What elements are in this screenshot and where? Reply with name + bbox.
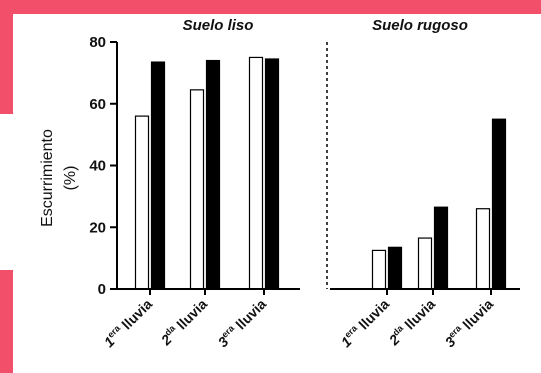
x-category-label: 3era lluvia <box>441 295 496 350</box>
bar-white <box>134 115 150 290</box>
x-category-label: 1era lluvia <box>100 295 155 350</box>
group-title: Suelo rugoso <box>372 17 468 34</box>
bar-black <box>150 61 166 290</box>
x-category-label: 3era lluvia <box>214 295 269 350</box>
bars <box>134 56 507 290</box>
x-category-label: 2da lluvia <box>384 295 438 349</box>
y-axis-label-unit: (%) <box>62 166 79 191</box>
x-category-label: 2da lluvia <box>156 295 210 349</box>
y-tick-label: 60 <box>89 96 106 113</box>
y-axis-label: Escurrimiento <box>39 129 56 227</box>
bar-white <box>417 237 433 290</box>
bar-white <box>475 208 491 290</box>
y-tick-label: 0 <box>98 281 106 298</box>
bar-white <box>189 89 205 290</box>
bar-white <box>371 249 387 290</box>
bar-black <box>264 58 280 290</box>
bar-white <box>248 56 264 290</box>
group-title: Suelo liso <box>183 17 254 34</box>
accent-bar-top <box>0 0 541 14</box>
y-tick-label: 20 <box>89 219 106 236</box>
y-tick-label: 80 <box>89 34 106 51</box>
accent-bar-left-lower <box>0 270 13 373</box>
y-axis: 0 20 40 60 80 Escurrimiento (%) <box>39 34 118 298</box>
bar-black <box>491 118 507 290</box>
x-category-label: 1era lluvia <box>337 295 392 350</box>
y-tick-label: 40 <box>89 158 106 175</box>
x-axis <box>117 42 520 295</box>
bar-black <box>387 246 403 290</box>
bar-black <box>433 206 449 290</box>
bar-black <box>205 59 221 290</box>
accent-bar-left <box>0 14 13 114</box>
